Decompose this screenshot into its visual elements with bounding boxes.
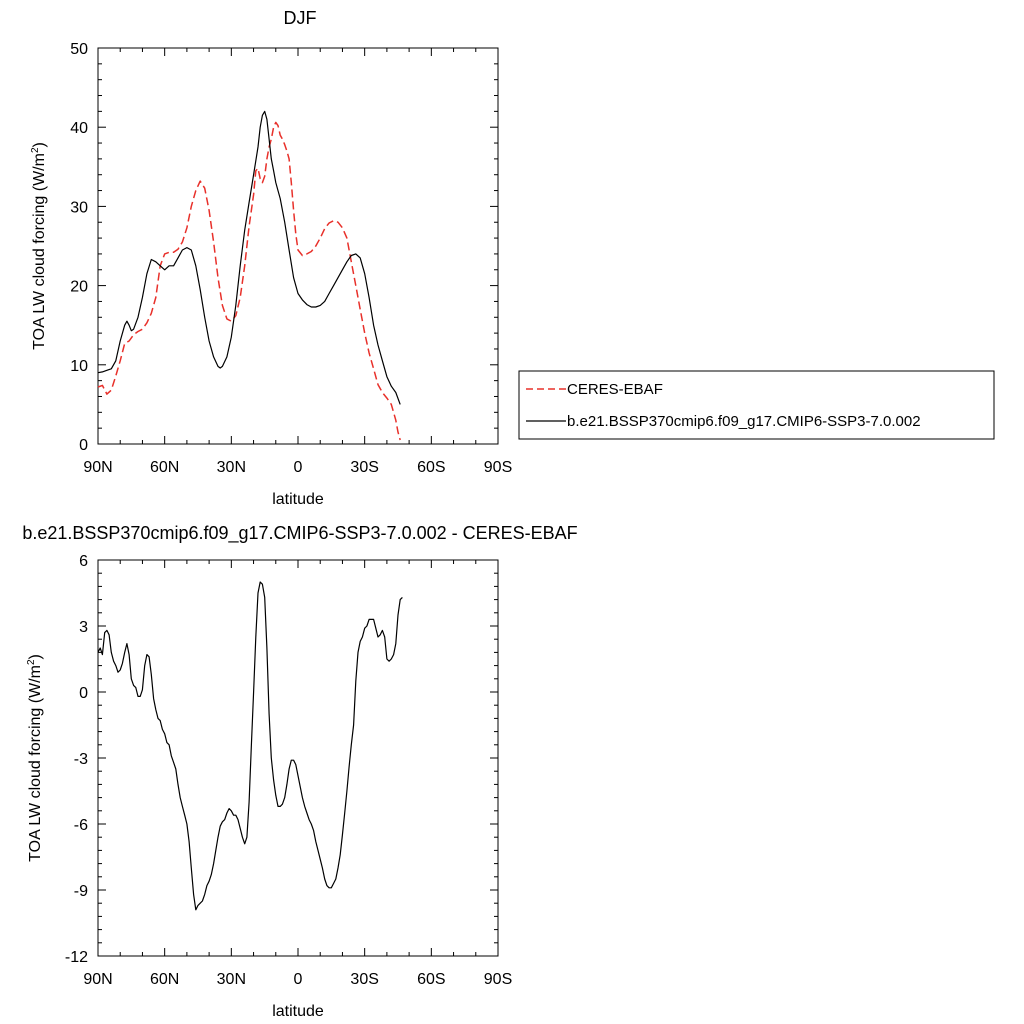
x-tick-label: 30N — [217, 459, 246, 476]
bottom-chart-x-axis: 90N 60N 30N 0 30S 60S 90S — [83, 560, 512, 988]
x-tick-label: 30S — [350, 971, 378, 988]
x-tick-label: 0 — [294, 971, 303, 988]
top-chart-series — [97, 110, 401, 441]
y-tick-label: -12 — [65, 949, 88, 966]
y-tick-label: -6 — [74, 817, 88, 834]
top-chart-y-axis: 0 10 20 30 40 50 — [70, 41, 498, 454]
series-line-0 — [97, 121, 401, 441]
y-tick-label: -3 — [74, 751, 88, 768]
top-chart-x-axis-label: latitude — [272, 491, 324, 508]
bottom-chart-plot-frame — [97, 559, 499, 957]
top-chart-x-axis: 90N 60N 30N 0 30S 60S 90S — [83, 48, 512, 476]
x-tick-label: 30N — [217, 971, 246, 988]
y-tick-label: 0 — [79, 437, 88, 454]
legend-box — [518, 370, 995, 440]
x-tick-label: 90S — [484, 459, 512, 476]
x-tick-label: 90N — [83, 971, 112, 988]
x-tick-label: 60N — [150, 971, 179, 988]
bottom-chart-y-axis: -12 -9 -6 -3 0 3 6 — [65, 553, 498, 966]
y-tick-label: 40 — [70, 120, 88, 137]
top-chart-title: DJF — [284, 8, 317, 28]
bottom-chart: b.e21.BSSP370cmip6.f09_g17.CMIP6-SSP3-7.… — [22, 523, 577, 1020]
x-tick-label: 60S — [417, 971, 445, 988]
x-tick-label: 90S — [484, 971, 512, 988]
y-tick-label: 6 — [79, 553, 88, 570]
legend-label-ceres-ebaf: CERES-EBAF — [567, 381, 663, 398]
series-line-0 — [97, 581, 403, 911]
y-tick-label: 50 — [70, 41, 88, 58]
top-chart-plot-frame — [97, 47, 499, 445]
x-tick-label: 90N — [83, 459, 112, 476]
y-tick-label: 10 — [70, 358, 88, 375]
top-chart-y-axis-label: TOA LW cloud forcing (W/m2) — [30, 142, 48, 350]
y-tick-label: -9 — [74, 883, 88, 900]
bottom-chart-y-axis-label: TOA LW cloud forcing (W/m2) — [26, 654, 44, 862]
y-tick-label: 30 — [70, 199, 88, 216]
y-tick-label: 20 — [70, 279, 88, 296]
x-tick-label: 60N — [150, 459, 179, 476]
top-chart: DJF 0 10 20 30 40 50 90N 60N 30N 0 30S 60S 90S lati… — [30, 8, 995, 508]
y-tick-label: 3 — [79, 619, 88, 636]
bottom-chart-series — [97, 581, 403, 911]
legend: CERES-EBAF b.e21.BSSP370cmip6.f09_g17.CM… — [518, 370, 995, 440]
x-tick-label: 0 — [294, 459, 303, 476]
series-line-1 — [97, 110, 401, 405]
bottom-chart-x-axis-label: latitude — [272, 1003, 324, 1020]
x-tick-label: 30S — [350, 459, 378, 476]
y-tick-label: 0 — [79, 685, 88, 702]
bottom-chart-title: b.e21.BSSP370cmip6.f09_g17.CMIP6-SSP3-7.… — [22, 523, 577, 544]
legend-label-model: b.e21.BSSP370cmip6.f09_g17.CMIP6-SSP3-7.… — [567, 413, 921, 430]
x-tick-label: 60S — [417, 459, 445, 476]
